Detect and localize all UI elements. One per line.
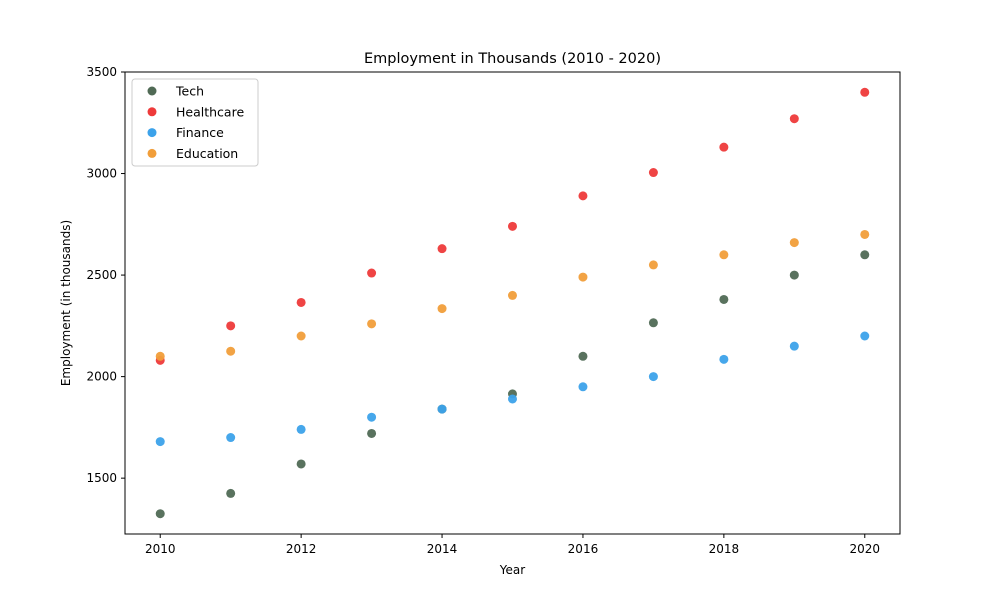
data-point (578, 351, 588, 361)
legend-marker (147, 128, 157, 138)
data-point (296, 297, 306, 307)
data-point (648, 372, 658, 382)
data-point (719, 354, 729, 364)
legend-entry: Healthcare (176, 104, 244, 119)
series-tech (155, 250, 870, 519)
legend-marker (147, 86, 157, 96)
data-point (578, 382, 588, 392)
legend-entry: Finance (176, 125, 224, 140)
data-point (367, 428, 377, 438)
data-point (648, 168, 658, 178)
axis-ticks: 2010 2012 2014 2016 2018 2020 1500 2000 2500 3000… (86, 65, 880, 556)
data-point (226, 321, 236, 331)
data-point (155, 509, 165, 519)
legend-entry: Education (176, 146, 238, 161)
data-point (155, 351, 165, 361)
x-tick-label: 2014 (427, 542, 458, 556)
data-point (719, 294, 729, 304)
data-point (719, 142, 729, 152)
data-point (648, 318, 658, 328)
data-point (437, 244, 447, 254)
data-point (578, 191, 588, 201)
x-tick-label: 2020 (849, 542, 880, 556)
data-points (155, 87, 870, 519)
data-point (296, 459, 306, 469)
data-point (155, 437, 165, 447)
x-tick-label: 2018 (709, 542, 740, 556)
series-education (155, 229, 870, 361)
data-point (860, 250, 870, 260)
y-tick-label: 2500 (86, 268, 117, 282)
data-point (367, 268, 377, 278)
data-point (508, 221, 517, 231)
data-point (226, 488, 236, 498)
data-point (860, 87, 870, 97)
series-healthcare (155, 87, 870, 365)
y-tick-label: 2000 (86, 370, 117, 384)
data-point (860, 331, 870, 341)
data-point (367, 412, 377, 422)
data-point (789, 270, 799, 280)
data-point (437, 404, 447, 414)
data-point (648, 260, 658, 270)
data-point (296, 331, 306, 341)
chart-title: Employment in Thousands (2010 - 2020) (364, 51, 661, 67)
x-axis-label: Year (499, 563, 525, 577)
x-tick-label: 2010 (145, 542, 176, 556)
data-point (789, 114, 799, 124)
legend-marker (147, 107, 157, 117)
y-tick-label: 1500 (86, 471, 117, 485)
legend-entry: Tech (175, 84, 204, 99)
data-point (508, 290, 517, 300)
data-point (578, 272, 588, 282)
x-tick-label: 2016 (568, 542, 599, 556)
data-point (437, 304, 447, 314)
data-point (367, 319, 377, 329)
data-point (226, 433, 236, 443)
legend-box (131, 78, 259, 167)
data-point (296, 424, 306, 434)
data-point (789, 238, 799, 248)
y-axis-label: Employment (in thousands) (59, 220, 73, 386)
plot-frame (124, 71, 901, 535)
data-point (719, 250, 729, 260)
series-finance (155, 331, 870, 447)
data-point (860, 229, 870, 239)
legend: Tech Healthcare Finance Education (131, 78, 259, 167)
x-tick-label: 2012 (286, 542, 317, 556)
y-tick-label: 3000 (86, 167, 117, 181)
data-point (789, 341, 799, 351)
data-point (508, 394, 517, 404)
y-tick-label: 3500 (86, 65, 117, 79)
legend-marker (147, 148, 157, 158)
data-point (226, 346, 236, 356)
